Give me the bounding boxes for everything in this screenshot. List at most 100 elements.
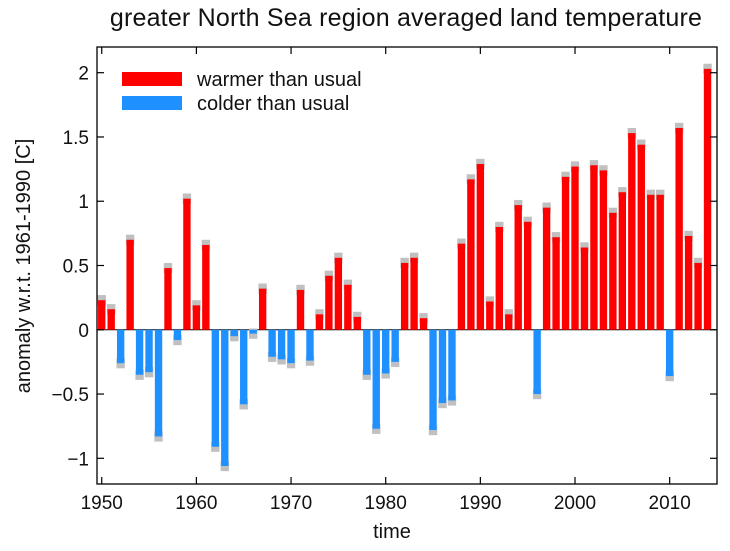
bar-warm	[107, 309, 115, 330]
bar-warm	[524, 221, 532, 330]
bar-warm	[599, 170, 608, 330]
bar-cold	[249, 329, 257, 334]
legend: warmer than usual colder than usual	[122, 69, 362, 115]
bar-warm	[410, 257, 418, 330]
uncertainty-box	[466, 174, 476, 185]
bar-warm	[609, 212, 617, 330]
bar-warm	[192, 305, 201, 330]
bar-warm	[656, 194, 664, 330]
bar-warm	[561, 176, 570, 330]
y-tick-label: 1	[78, 192, 89, 213]
uncertainty-box	[296, 284, 305, 296]
bar-cold	[211, 329, 220, 447]
bar-cold	[154, 329, 163, 437]
x-axis-label: time	[373, 521, 411, 543]
bar-cold	[221, 329, 229, 466]
bar-cold	[116, 329, 125, 364]
bar-warm	[628, 133, 636, 330]
bar-cold	[287, 329, 295, 364]
uncertainty-box	[532, 388, 542, 400]
uncertainty-box	[334, 252, 343, 263]
bar-warm	[164, 268, 172, 330]
bar-warm	[542, 207, 551, 330]
bar-warm	[618, 192, 627, 330]
bar-cold	[173, 329, 182, 341]
uncertainty-box	[201, 239, 211, 251]
bar-cold	[372, 329, 380, 429]
bar-warm	[675, 127, 683, 330]
bar-warm	[325, 275, 333, 330]
bar-warm	[684, 235, 693, 330]
uncertainty-box	[665, 370, 674, 382]
y-tick-label: 2	[78, 64, 89, 85]
y-tick-label: 0	[78, 321, 89, 342]
bar-warm	[505, 314, 513, 330]
bar-warm	[126, 239, 134, 330]
uncertainty-box	[211, 441, 220, 452]
bar-warm	[571, 166, 579, 330]
bar-warm	[344, 284, 352, 330]
bar-warm	[552, 237, 560, 330]
x-tick-label: 1980	[365, 493, 407, 514]
bars-group	[97, 63, 712, 472]
chart-title: greater North Sea region averaged land t…	[109, 4, 703, 32]
bar-warm	[467, 179, 475, 330]
bar-warm	[98, 300, 106, 330]
x-tick-label: 1960	[175, 493, 217, 514]
bar-warm	[457, 243, 466, 330]
y-tick-label: 0.5	[63, 257, 89, 278]
x-tick-label: 1950	[81, 493, 123, 514]
bar-cold	[277, 329, 286, 360]
bar-warm	[514, 205, 522, 330]
bar-cold	[448, 329, 456, 401]
x-tick-label: 2000	[554, 493, 596, 514]
y-tick-label: −0.5	[51, 385, 89, 406]
x-tick-label: 2010	[649, 493, 691, 514]
bar-cold	[533, 329, 541, 395]
bar-warm	[258, 288, 267, 330]
y-axis-label: anomaly w.r.t. 1961-1990 [C]	[13, 139, 35, 394]
y-tick-label: 1.5	[63, 128, 89, 149]
bar-cold	[240, 329, 248, 405]
bar-warm	[590, 165, 598, 330]
y-tick-label: −1	[67, 449, 89, 470]
bar-cold	[382, 329, 390, 374]
uncertainty-box	[390, 356, 400, 368]
bar-warm	[486, 301, 494, 330]
bar-cold	[429, 329, 437, 431]
uncertainty-box	[258, 283, 267, 294]
bar-warm	[296, 289, 305, 330]
bar-cold	[268, 329, 276, 357]
bar-warm	[694, 262, 702, 330]
x-tick-label: 1970	[270, 493, 312, 514]
bar-warm	[419, 318, 428, 330]
uncertainty-box	[144, 367, 154, 378]
legend-label-cold: colder than usual	[197, 93, 349, 115]
bar-warm	[353, 316, 361, 330]
bar-cold	[306, 329, 314, 361]
bar-warm	[647, 194, 655, 330]
bar-cold	[438, 329, 447, 404]
legend-swatch-warm	[122, 72, 182, 86]
uncertainty-box	[173, 334, 182, 346]
bar-cold	[391, 329, 399, 362]
bar-warm	[703, 68, 712, 330]
uncertainty-box	[353, 311, 362, 323]
uncertainty-box	[277, 354, 286, 365]
bar-cold	[135, 329, 144, 375]
bar-cold	[145, 329, 153, 373]
bar-cold	[363, 329, 371, 375]
bar-cold	[230, 329, 238, 337]
uncertainty-box	[428, 424, 438, 436]
uncertainty-box	[409, 252, 419, 263]
bar-cold	[665, 329, 674, 377]
bar-warm	[315, 314, 324, 330]
bar-warm	[495, 226, 503, 330]
bar-warm	[580, 247, 589, 330]
bar-warm	[476, 163, 485, 330]
uncertainty-box	[580, 242, 589, 253]
bar-warm	[400, 262, 409, 330]
legend-swatch-cold	[122, 96, 182, 110]
bar-warm	[637, 144, 645, 330]
